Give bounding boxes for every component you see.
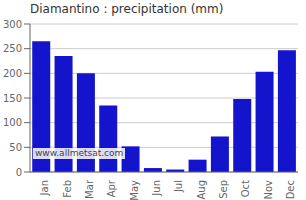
- svg-text:300: 300: [8, 19, 22, 30]
- svg-text:250: 250: [8, 43, 22, 54]
- svg-text:Jul: Jul: [173, 180, 184, 193]
- svg-text:0: 0: [16, 167, 22, 178]
- svg-text:100: 100: [8, 117, 22, 128]
- svg-text:Feb: Feb: [62, 180, 73, 198]
- svg-text:200: 200: [8, 68, 22, 79]
- html-text:Diamantino : precipitation (mm: Diamantino : precipitation (mm): [30, 2, 224, 16]
- html-text:www.allmetsat.com: www.allmetsat.com: [35, 148, 124, 159]
- svg-text:Oct: Oct: [240, 180, 251, 197]
- svg-text:Jan: Jan: [39, 180, 50, 196]
- svg-text:Nov: Nov: [263, 180, 274, 200]
- svg-text:Sep: Sep: [218, 180, 229, 199]
- svg-text:May: May: [129, 180, 140, 200]
- svg-text:Mar: Mar: [84, 179, 95, 199]
- svg-text:Dec: Dec: [285, 180, 296, 199]
- svg-text:50: 50: [9, 142, 22, 153]
- svg-text:Aug: Aug: [196, 180, 207, 200]
- svg-text:Apr: Apr: [106, 179, 117, 197]
- svg-text:150: 150: [8, 93, 22, 104]
- svg-text:Jun: Jun: [151, 180, 162, 197]
